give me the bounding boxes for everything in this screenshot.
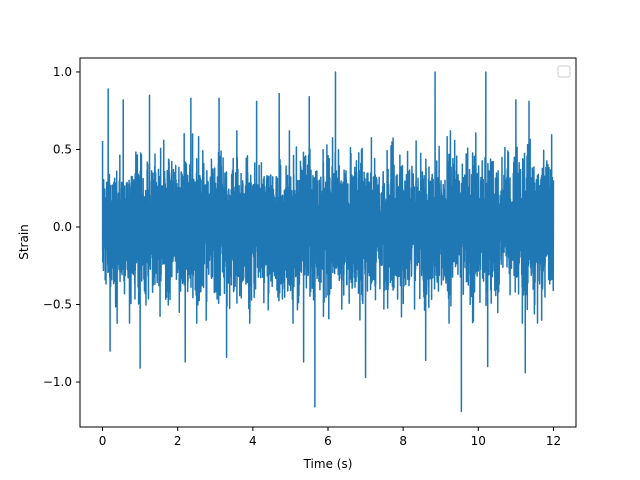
y-axis-label: Strain — [17, 224, 31, 260]
y-tick-label: −0.5 — [43, 298, 72, 312]
x-tick-label: 12 — [546, 434, 561, 448]
legend — [557, 65, 571, 78]
strain-series-line — [101, 71, 555, 413]
x-tick-label: 6 — [324, 434, 332, 448]
x-tick-label: 0 — [99, 434, 107, 448]
x-tick-label: 2 — [174, 434, 182, 448]
y-tick-label: −1.0 — [43, 375, 72, 389]
x-tick-label: 8 — [399, 434, 407, 448]
plot-layer — [101, 71, 555, 413]
y-tick-label: 0.5 — [53, 142, 72, 156]
y-tick-label: 1.0 — [53, 65, 72, 79]
legend-box — [557, 65, 571, 78]
y-tick-label: 0.0 — [53, 220, 72, 234]
x-tick-label: 10 — [471, 434, 486, 448]
x-tick-label: 4 — [249, 434, 257, 448]
x-axis-label: Time (s) — [303, 457, 353, 471]
axes-layer: 0 2 4 6 8 10 12 −1.0 −0.5 0.0 0.5 1.0 — [43, 57, 577, 448]
